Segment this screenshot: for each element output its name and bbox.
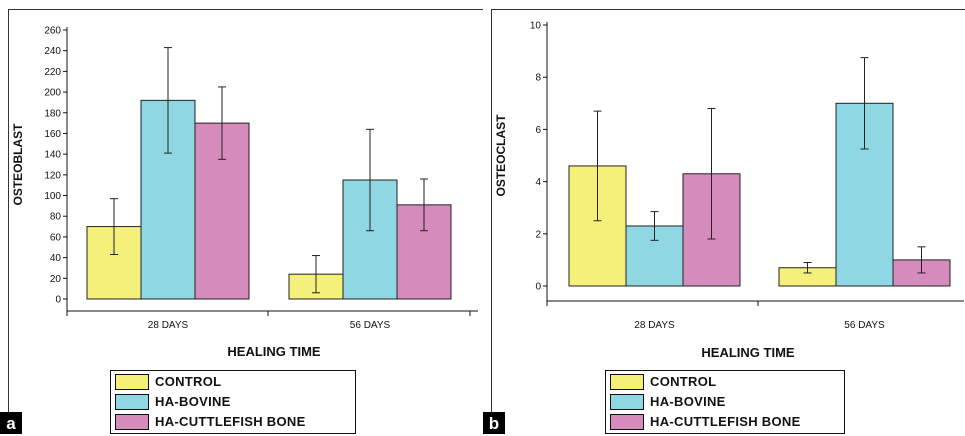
y-tick-label: 80 bbox=[50, 212, 62, 223]
y-tick-label: 180 bbox=[44, 108, 61, 119]
y-tick-label: 0 bbox=[535, 282, 541, 293]
y-tick-label: 240 bbox=[44, 46, 61, 57]
legend: CONTROL HA-BOVINE HA-CUTTLEFISH BONE bbox=[110, 370, 356, 434]
y-axis-label: OSTEOCLAST bbox=[494, 114, 508, 197]
panel-label-b: b bbox=[483, 412, 505, 434]
x-tick-label: 56 DAYS bbox=[350, 320, 391, 331]
legend-swatch bbox=[115, 394, 149, 410]
legend-swatch bbox=[610, 374, 644, 390]
y-tick-label: 200 bbox=[44, 88, 61, 99]
y-tick-label: 0 bbox=[55, 295, 61, 306]
x-tick-label: 56 DAYS bbox=[844, 320, 885, 331]
legend-label: HA-CUTTLEFISH BONE bbox=[650, 414, 801, 429]
x-tick-label: 28 DAYS bbox=[148, 320, 189, 331]
panel-label-a: a bbox=[0, 412, 22, 434]
panel-b: 0 2 4 6 8 10 OSTEOCLAST 28 DAYS 56 DAYS HEALING T… bbox=[483, 0, 965, 434]
legend-label: CONTROL bbox=[650, 374, 717, 389]
chart-osteoblast: 0 20 40 60 80 100 120 140 160 180 200 220 240 260 OSTE… bbox=[11, 26, 478, 359]
legend-swatch bbox=[610, 414, 644, 430]
y-tick-label: 20 bbox=[50, 274, 62, 285]
y-tick-label: 40 bbox=[50, 253, 62, 264]
y-tick-label: 10 bbox=[530, 21, 542, 32]
x-axis-title: HEALING TIME bbox=[701, 345, 794, 360]
y-tick-label: 120 bbox=[44, 170, 61, 181]
panel-frame bbox=[491, 9, 965, 434]
y-tick-label: 2 bbox=[535, 229, 541, 240]
legend-label: HA-BOVINE bbox=[155, 394, 231, 409]
y-axis-label: OSTEOBLAST bbox=[11, 123, 25, 206]
legend-swatch bbox=[610, 394, 644, 410]
y-tick-label: 220 bbox=[44, 67, 61, 78]
y-tick-label: 260 bbox=[44, 26, 61, 37]
y-tick-label: 100 bbox=[44, 191, 61, 202]
legend-swatch bbox=[115, 374, 149, 390]
y-tick-label: 4 bbox=[535, 177, 541, 188]
y-tick-label: 140 bbox=[44, 150, 61, 161]
legend-swatch bbox=[115, 414, 149, 430]
legend-label: HA-CUTTLEFISH BONE bbox=[155, 414, 306, 429]
panel-frame bbox=[8, 9, 483, 434]
panel-a: 0 20 40 60 80 100 120 140 160 180 200 220 240 260 OSTE… bbox=[0, 0, 483, 434]
y-tick-label: 160 bbox=[44, 129, 61, 140]
chart-osteoclast: 0 2 4 6 8 10 OSTEOCLAST 28 DAYS 56 DAYS HEALING T… bbox=[494, 21, 964, 360]
y-tick-label: 6 bbox=[535, 125, 541, 136]
legend-label: HA-BOVINE bbox=[650, 394, 726, 409]
legend-label: CONTROL bbox=[155, 374, 222, 389]
x-tick-label: 28 DAYS bbox=[634, 320, 675, 331]
legend: CONTROL HA-BOVINE HA-CUTTLEFISH BONE bbox=[605, 370, 845, 434]
y-tick-label: 60 bbox=[50, 232, 62, 243]
y-tick-label: 8 bbox=[535, 73, 541, 84]
x-axis-title: HEALING TIME bbox=[227, 344, 320, 359]
